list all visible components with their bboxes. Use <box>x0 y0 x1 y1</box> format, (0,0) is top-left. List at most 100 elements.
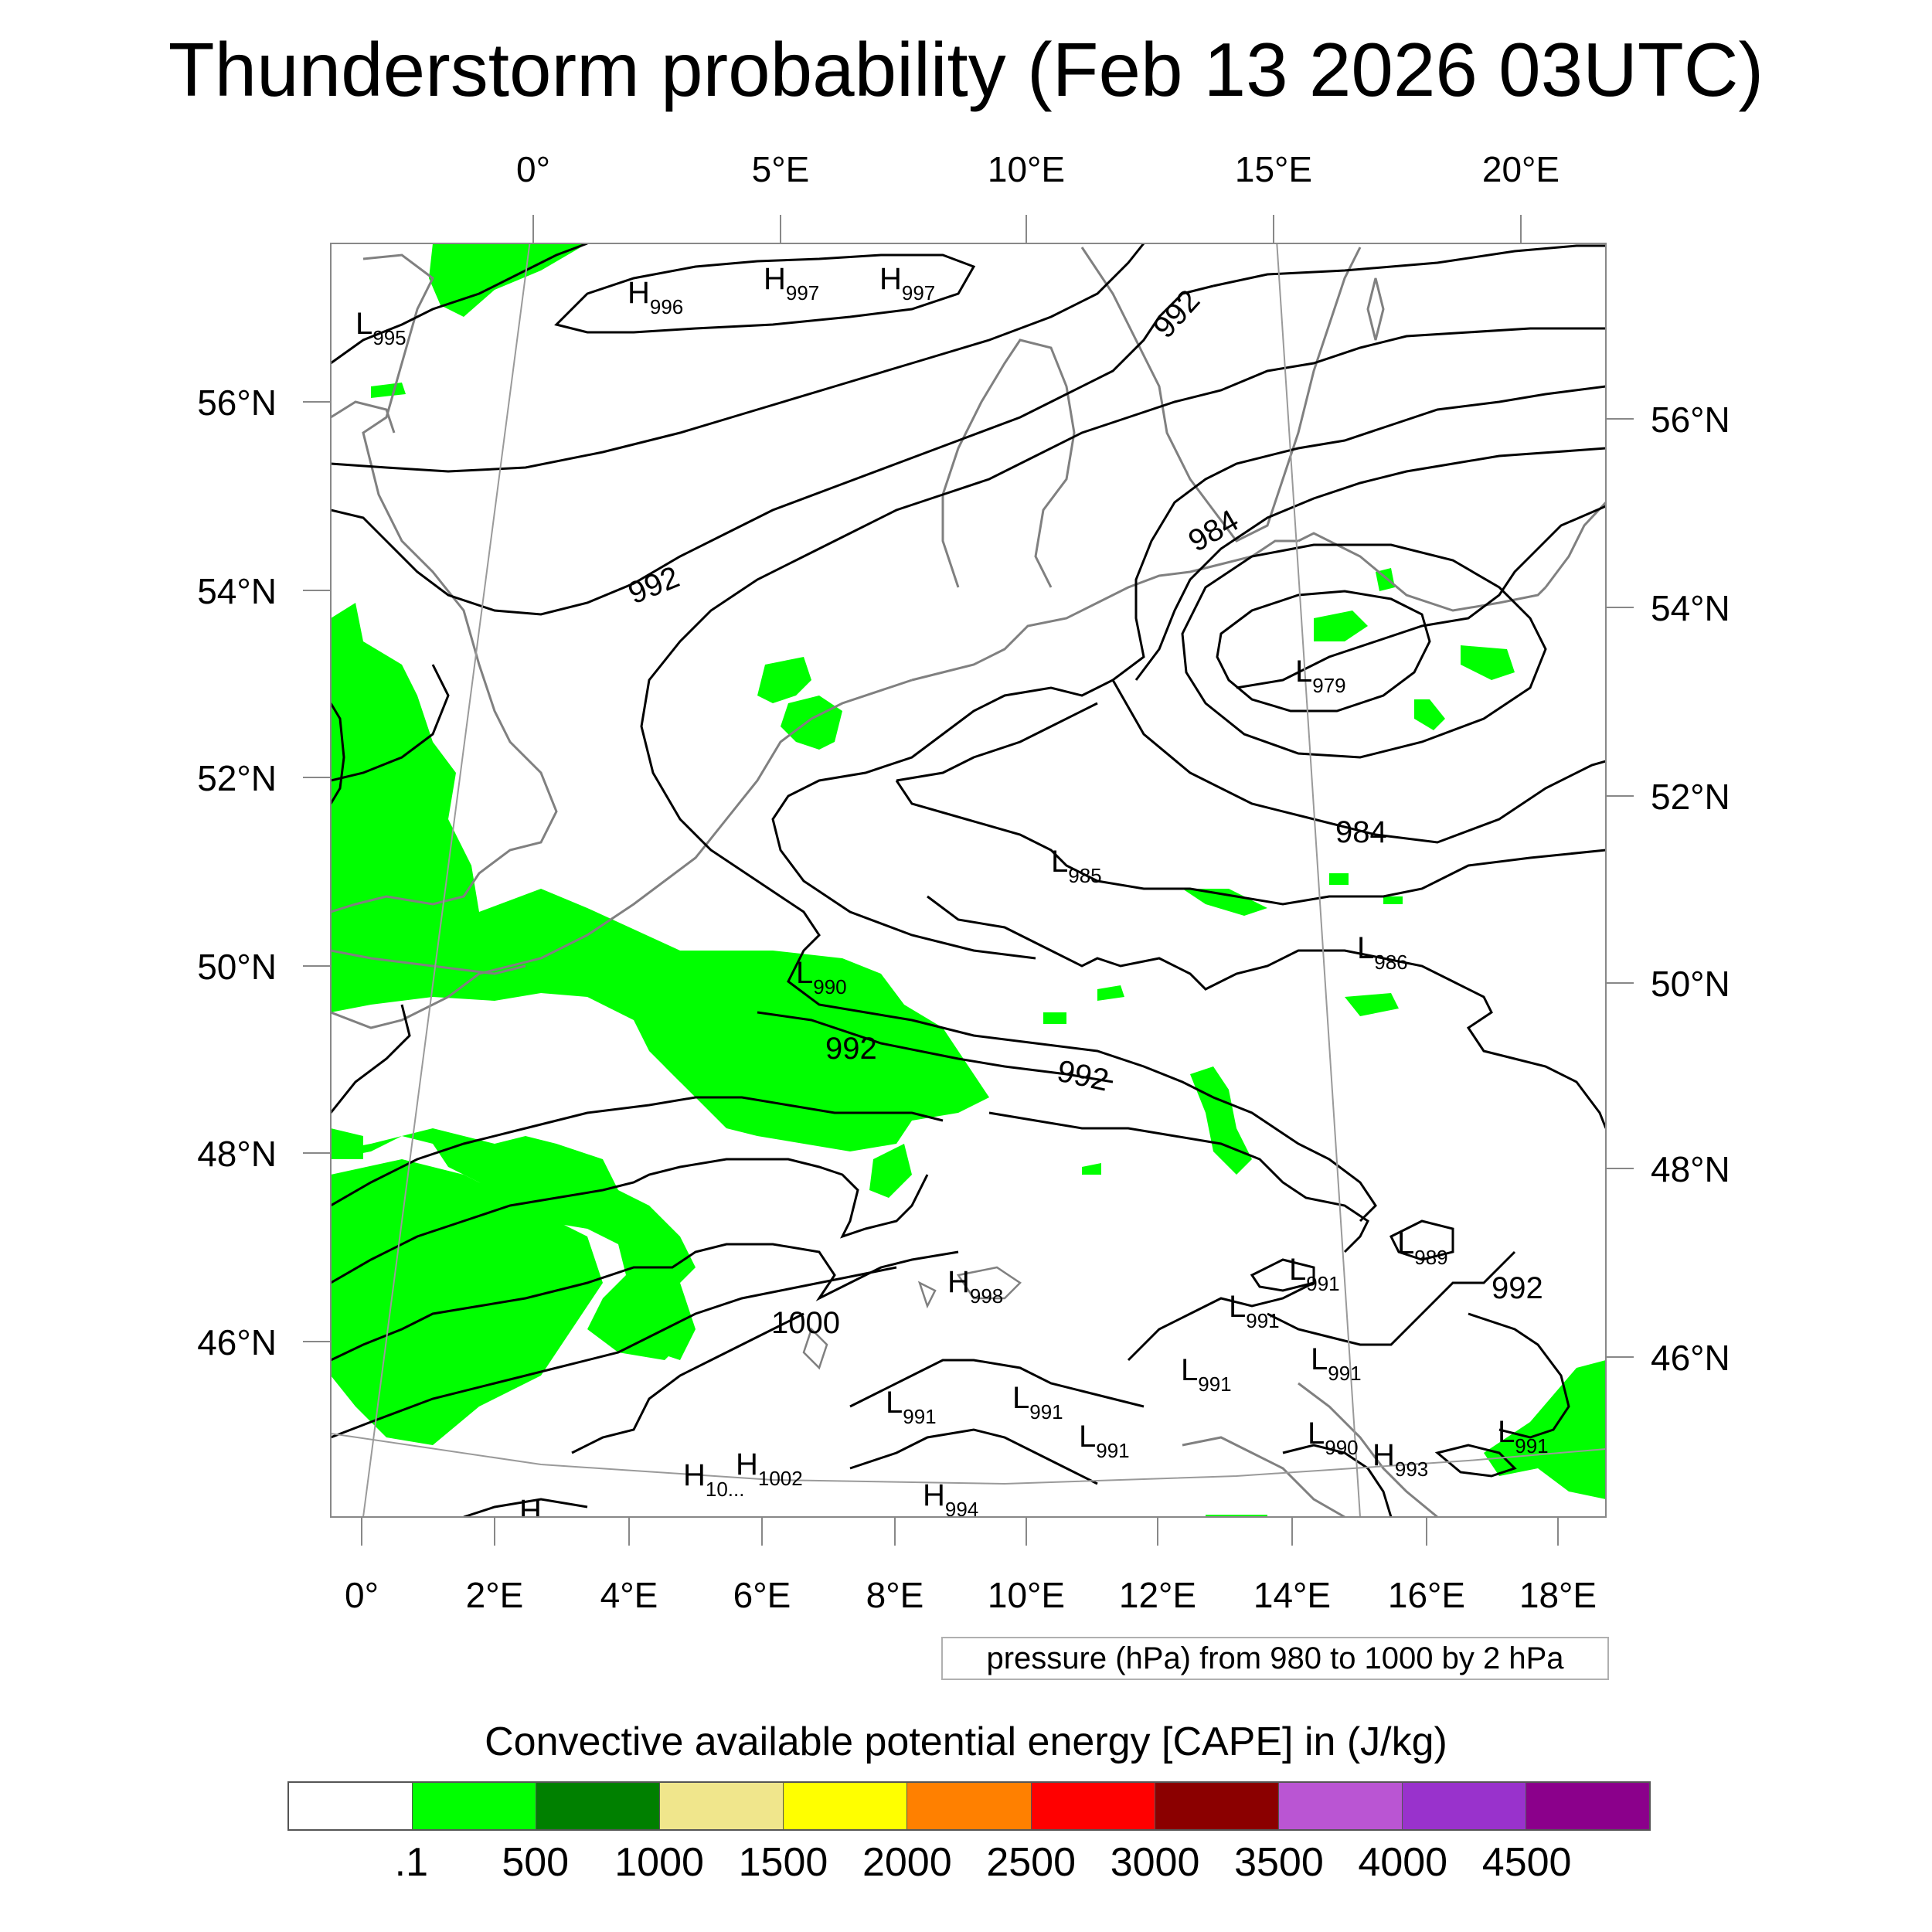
lon-label: 5°E <box>752 149 810 189</box>
isobar-992-mid <box>331 1004 411 1114</box>
isobar <box>1236 505 1606 689</box>
isobar-left-ring <box>331 702 345 804</box>
contour-label: 992 <box>825 1032 877 1066</box>
pressure-center: L979 <box>1295 655 1346 697</box>
parallel-45n <box>331 1433 1606 1485</box>
contour-label: 984 <box>1183 503 1245 558</box>
cape-area <box>1314 611 1368 641</box>
colorbar-label: 1500 <box>738 1840 828 1885</box>
cape-area <box>781 696 842 750</box>
colorbar-label: 3500 <box>1234 1840 1324 1885</box>
colorbar-swatch <box>1278 1783 1403 1829</box>
contour-label: 1000 <box>771 1306 840 1340</box>
coastline-gotland <box>1366 277 1385 341</box>
isobar-996 <box>331 1158 929 1284</box>
pressure-center: H1002 <box>736 1447 803 1490</box>
cape-area <box>649 1267 696 1360</box>
pressure-center: L991 <box>1289 1253 1340 1295</box>
pressure-center: H10... <box>683 1458 744 1501</box>
isobar-l989 <box>1389 1219 1454 1261</box>
isobar <box>1134 447 1606 681</box>
meridian-15e <box>1276 243 1361 1517</box>
chart-title: Thunderstorm probability (Feb 13 2026 03… <box>168 27 1764 112</box>
cape-area <box>1082 1163 1101 1175</box>
colorbar-title: Convective available potential energy [C… <box>485 1719 1447 1764</box>
isobar-left-low <box>331 664 450 782</box>
lat-label: 50°N <box>197 947 277 987</box>
lon-label: 18°E <box>1519 1575 1597 1615</box>
cape-area <box>1345 993 1399 1016</box>
lon-label: 6°E <box>733 1575 791 1615</box>
cape-area <box>1097 985 1124 1001</box>
cape-area <box>1484 1360 1606 1499</box>
pressure-center: H1000 <box>519 1494 587 1536</box>
lake-outlines <box>802 1266 1022 1370</box>
contour-label: 992 <box>624 560 684 611</box>
lon-label: 10°E <box>988 149 1065 189</box>
meridian-0 <box>362 243 531 1517</box>
cape-area <box>1414 699 1445 730</box>
cape-area <box>1043 1012 1066 1024</box>
lon-label: 14°E <box>1253 1575 1331 1615</box>
cape-area <box>371 383 406 398</box>
coastline-ireland <box>331 400 396 434</box>
lon-label: 10°E <box>988 1575 1065 1615</box>
cape-area <box>1461 645 1515 680</box>
colorbar-swatch <box>289 1783 413 1829</box>
coastline-poland-baltic <box>1298 532 1547 612</box>
isobar <box>331 243 588 365</box>
lat-label: 48°N <box>197 1134 277 1174</box>
cape-area <box>757 657 811 703</box>
isobar-985 <box>896 702 1098 782</box>
lat-label: 54°N <box>197 571 277 611</box>
isobar-1000b <box>571 1312 804 1454</box>
isobar-alps <box>849 1359 1145 1408</box>
colorbar-label: 2000 <box>862 1840 952 1885</box>
colorbar-label: 4500 <box>1481 1840 1572 1885</box>
pressure-center: H998 <box>947 1265 1003 1308</box>
graticule <box>331 243 1606 1517</box>
isobar-984-ring <box>1181 543 1547 759</box>
isobar-1000 <box>331 1266 897 1439</box>
cape-area <box>1329 873 1349 885</box>
colorbar-swatch <box>784 1783 908 1829</box>
pressure-center: L991 <box>1229 1290 1280 1332</box>
contour-label: 992 <box>1147 284 1206 345</box>
colorbar-label: 1000 <box>614 1840 704 1885</box>
colorbar-label: .1 <box>394 1840 429 1885</box>
isobar <box>640 327 1606 1223</box>
top-longitude-labels: 0° 5°E 10°E 15°E 20°E <box>516 149 1560 189</box>
cape-area <box>331 1128 696 1360</box>
coastline-germany-north <box>911 539 1298 682</box>
lat-label: 56°N <box>1651 400 1730 440</box>
colorbar-swatch <box>1031 1783 1155 1829</box>
isobar <box>771 385 1606 960</box>
colorbar-swatch <box>413 1783 537 1829</box>
cape-area <box>1383 896 1403 904</box>
right-latitude-labels: 56°N 54°N 52°N 50°N 48°N 46°N <box>1651 400 1730 1378</box>
pressure-center: H993 <box>1372 1438 1428 1481</box>
isobar-lloop <box>1434 1444 1517 1478</box>
cape-area <box>1182 889 1267 916</box>
colorbar-swatch <box>660 1783 784 1829</box>
colorbar-label: 4000 <box>1358 1840 1448 1885</box>
pressure-center: L990 <box>1308 1417 1359 1459</box>
isobar <box>1213 244 1606 287</box>
colorbar-swatch <box>1402 1783 1526 1829</box>
lon-label: 0° <box>516 149 550 189</box>
cape-area <box>869 1144 912 1198</box>
coastline-great-britain-south <box>331 949 526 975</box>
isobar-e <box>1127 1281 1315 1362</box>
isobar-alps-b <box>849 1428 1098 1485</box>
isobar-e3 <box>1468 1312 1570 1439</box>
isobar-998 <box>331 1243 959 1362</box>
isobar-986 <box>1111 679 1606 844</box>
plot-frame <box>330 243 1607 1518</box>
coastlines <box>331 247 1606 1517</box>
isobar-992-central <box>757 1011 1114 1083</box>
contour-label: 984 <box>1335 815 1387 849</box>
isobar-979-ring <box>1216 590 1431 713</box>
cape-area <box>1190 1066 1252 1175</box>
bottom-longitude-labels: 0° 2°E 4°E 6°E 8°E 10°E 12°E 14°E 16°E 1… <box>345 1575 1597 1615</box>
pressure-center: L989 <box>1397 1226 1448 1269</box>
